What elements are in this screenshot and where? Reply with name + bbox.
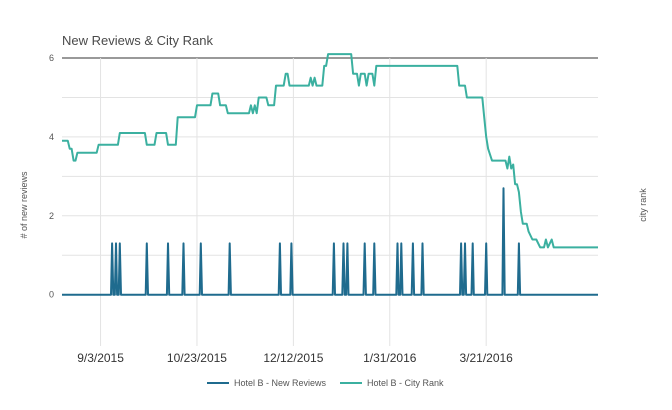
y-tick-label: 4	[49, 132, 54, 142]
y-tick-label: 6	[49, 53, 54, 63]
x-tick-label: 1/31/2016	[363, 351, 417, 365]
y-tick-label: 2	[49, 211, 54, 221]
legend: Hotel B - New Reviews Hotel B - City Ran…	[207, 378, 444, 388]
chart-title: New Reviews & City Rank	[62, 33, 213, 48]
grid	[62, 57, 598, 346]
x-axis-ticks: 9/3/2015 10/23/2015 12/12/2015 1/31/2016 3/2…	[77, 351, 513, 365]
legend-label-reviews: Hotel B - New Reviews	[234, 378, 327, 388]
x-tick-label: 10/23/2015	[167, 351, 227, 365]
x-tick-label: 12/12/2015	[263, 351, 323, 365]
series-line-city-rank	[62, 53, 598, 249]
series-group	[62, 53, 598, 296]
y-tick-label: 0	[49, 290, 54, 300]
series-line-new-reviews	[62, 187, 598, 296]
y-axis-label-left: # of new reviews	[19, 171, 29, 239]
legend-label-rank: Hotel B - City Rank	[367, 378, 444, 388]
y-axis-ticks: 6 4 2 0	[49, 53, 54, 300]
x-tick-label: 3/21/2016	[459, 351, 513, 365]
y-axis-label-right: city rank	[638, 188, 648, 222]
x-tick-label: 9/3/2015	[77, 351, 124, 365]
